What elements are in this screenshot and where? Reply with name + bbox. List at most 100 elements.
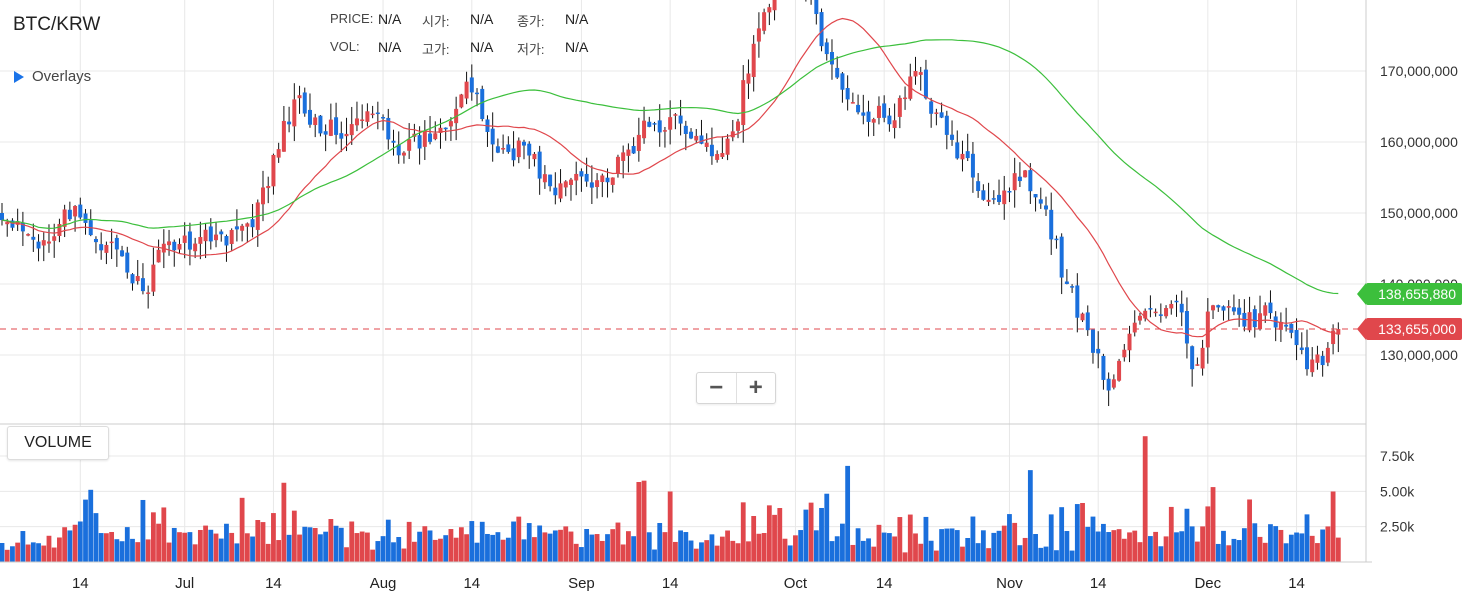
volume-bar <box>1226 545 1232 562</box>
volume-tick-label: 5.00k <box>1380 483 1415 499</box>
info-label: 저가: <box>517 42 545 57</box>
volume-bar <box>944 528 950 562</box>
symbol-title: BTC/KRW <box>13 14 101 35</box>
candle-body <box>214 234 219 241</box>
candle-body <box>261 187 265 205</box>
volume-bar <box>840 523 845 562</box>
volume-bar <box>46 535 52 562</box>
x-tick-label: Jul <box>175 575 194 592</box>
candle-body <box>433 133 438 140</box>
volume-bar <box>302 526 308 562</box>
volume-bar <box>1127 532 1132 562</box>
candle-body <box>93 238 98 243</box>
volume-bar <box>1241 528 1247 562</box>
volume-bar <box>391 542 396 562</box>
volume-bar <box>730 540 736 562</box>
candle-body <box>1117 360 1122 381</box>
candle-body <box>208 226 213 242</box>
volume-bar <box>213 533 219 562</box>
volume-bar <box>30 542 36 562</box>
candle-body <box>965 151 970 159</box>
candle-body <box>135 276 140 282</box>
zoom-in-button[interactable]: + <box>735 373 776 403</box>
candle-body <box>746 73 751 84</box>
candle-body <box>31 236 36 240</box>
volume-bar <box>1215 543 1221 562</box>
volume-bar <box>970 516 976 562</box>
volume-bar <box>568 531 574 562</box>
volume-bar <box>532 537 537 562</box>
candle-body <box>292 99 297 127</box>
volume-bar <box>271 513 276 562</box>
candle-body <box>1106 378 1111 391</box>
overlays-toggle[interactable]: Overlays <box>14 68 91 85</box>
volume-bar <box>824 493 830 562</box>
candle-body <box>130 274 135 284</box>
volume-bar <box>688 540 694 562</box>
candle-body <box>1195 364 1200 366</box>
candle-body <box>1158 314 1163 316</box>
volume-bar <box>1085 526 1091 562</box>
volume-bar <box>1283 543 1289 562</box>
volume-bar <box>77 521 83 562</box>
candle-body <box>1315 354 1320 363</box>
info-value: N/A <box>378 39 402 55</box>
volume-bar <box>1001 525 1007 562</box>
volume-bar <box>1095 531 1101 562</box>
candle-body <box>929 101 934 114</box>
candle-body <box>428 133 433 142</box>
volume-bar <box>25 544 31 562</box>
candle-body <box>934 112 939 114</box>
candle-body <box>913 71 918 77</box>
volume-bar <box>229 532 235 562</box>
candle-body <box>1299 347 1304 351</box>
price-tick-label: 170,000,000 <box>1380 63 1458 79</box>
x-tick-label: 14 <box>265 575 282 592</box>
volume-bar <box>1236 540 1242 562</box>
volume-bar <box>1074 504 1080 562</box>
volume-bar <box>72 524 78 562</box>
volume-bar <box>1017 545 1023 562</box>
candle-body <box>370 113 375 116</box>
candle-body <box>772 0 777 11</box>
zoom-out-button[interactable]: − <box>709 374 724 401</box>
volume-bar <box>20 531 26 562</box>
candle-body <box>631 145 636 154</box>
volume-bar <box>813 530 819 562</box>
last-price-tag: 133,655,000 <box>1357 318 1462 341</box>
candle-body <box>1153 311 1158 314</box>
volume-bar <box>1309 535 1315 562</box>
volume-bar <box>495 532 501 562</box>
candle-body <box>876 105 881 118</box>
moving-averages <box>0 17 1366 338</box>
candle-body <box>532 153 537 160</box>
volume-bar <box>537 525 543 562</box>
volume-bar <box>4 549 10 562</box>
volume-bar <box>1231 538 1237 562</box>
candle-body <box>981 190 986 200</box>
candle-body <box>861 112 866 116</box>
volume-bar <box>980 530 986 562</box>
volume-bar <box>401 548 407 562</box>
volume-bar <box>913 533 918 562</box>
volume-bar <box>918 543 924 562</box>
candle-body <box>1305 347 1309 370</box>
candle-body <box>903 97 908 100</box>
volume-bar <box>646 532 652 562</box>
candle-body <box>114 237 119 250</box>
volume-bar <box>469 521 475 562</box>
volume-bar <box>725 530 730 562</box>
candle-body <box>819 12 824 47</box>
candle-body <box>1169 303 1174 309</box>
candle-body <box>448 121 453 127</box>
volume-bar <box>1142 436 1148 562</box>
ma-short-line <box>1 17 1339 338</box>
volume-bar <box>166 542 172 562</box>
volume-bar <box>1101 523 1106 562</box>
volume-bar <box>318 534 323 562</box>
candle-body <box>715 154 720 160</box>
volume-bar <box>1022 537 1028 562</box>
candle-body <box>501 148 506 150</box>
candle-body <box>78 204 83 218</box>
